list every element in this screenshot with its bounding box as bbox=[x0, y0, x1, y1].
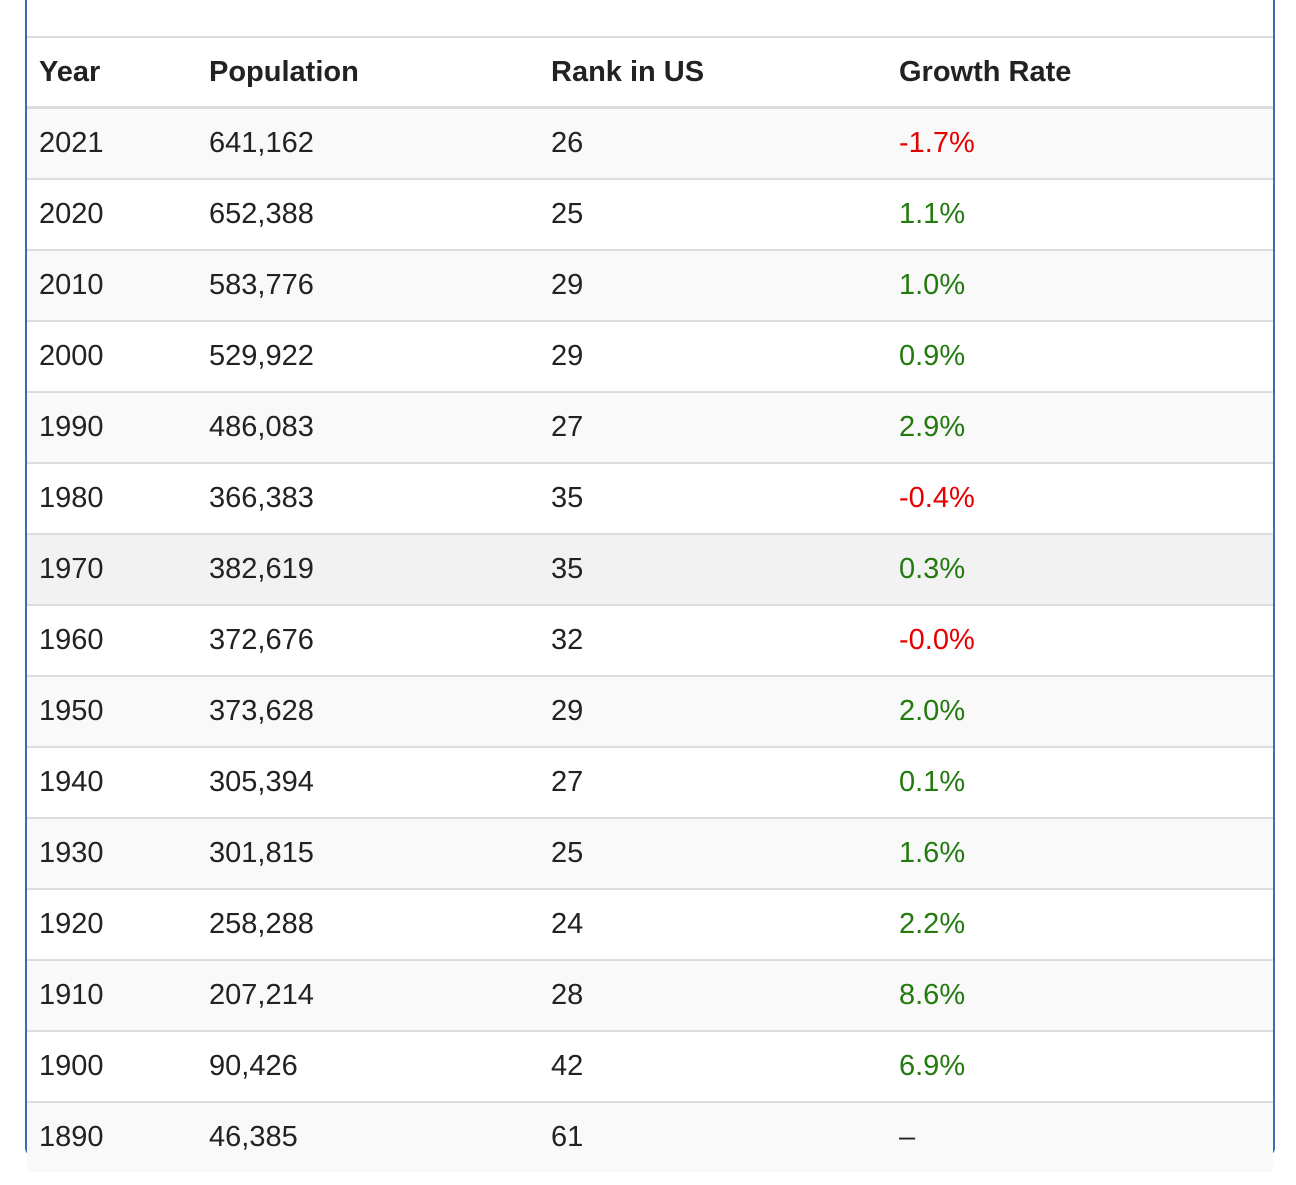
population-cell: 529,922 bbox=[197, 320, 539, 392]
year-cell: 2020 bbox=[27, 178, 197, 250]
year-cell: 1920 bbox=[27, 888, 197, 960]
growth-rate-cell: 0.1% bbox=[887, 746, 1273, 818]
population-cell: 207,214 bbox=[197, 959, 539, 1031]
year-cell: 1980 bbox=[27, 462, 197, 534]
table-row: 1990 486,083 27 2.9% bbox=[27, 391, 1273, 463]
year-cell: 1970 bbox=[27, 533, 197, 605]
year-cell: 1910 bbox=[27, 959, 197, 1031]
table-row: 1970 382,619 35 0.3% bbox=[27, 533, 1273, 605]
population-cell: 583,776 bbox=[197, 249, 539, 321]
population-cell: 46,385 bbox=[197, 1101, 539, 1172]
table-row: 1960 372,676 32 -0.0% bbox=[27, 604, 1273, 676]
table-row: 1950 373,628 29 2.0% bbox=[27, 675, 1273, 747]
table-row: 2000 529,922 29 0.9% bbox=[27, 320, 1273, 392]
growth-rate-cell: 8.6% bbox=[887, 959, 1273, 1031]
table-row: 1940 305,394 27 0.1% bbox=[27, 746, 1273, 818]
population-cell: 373,628 bbox=[197, 675, 539, 747]
table-row: 1900 90,426 42 6.9% bbox=[27, 1030, 1273, 1102]
rank-cell: 27 bbox=[539, 746, 887, 818]
table-header-row: Year Population Rank in US Growth Rate bbox=[27, 36, 1273, 109]
year-cell: 1950 bbox=[27, 675, 197, 747]
growth-rate-cell: -0.4% bbox=[887, 462, 1273, 534]
rank-cell: 28 bbox=[539, 959, 887, 1031]
growth-rate-cell: 0.3% bbox=[887, 533, 1273, 605]
population-cell: 652,388 bbox=[197, 178, 539, 250]
rank-cell: 29 bbox=[539, 249, 887, 321]
rank-cell: 26 bbox=[551, 127, 584, 159]
population-cell: 641,162 bbox=[209, 127, 314, 159]
year-cell: 1900 bbox=[27, 1030, 197, 1102]
header-growth-rate[interactable]: Growth Rate bbox=[887, 36, 1273, 109]
table-row: 2021 641,162 26 -1.7% bbox=[27, 107, 1273, 179]
population-table: Year Population Rank in US Growth Rate 2… bbox=[27, 36, 1273, 1172]
growth-rate-cell: -0.0% bbox=[887, 604, 1273, 676]
growth-rate-cell: 6.9% bbox=[887, 1030, 1273, 1102]
year-cell: 1990 bbox=[27, 391, 197, 463]
rank-cell: 25 bbox=[539, 178, 887, 250]
rank-cell: 42 bbox=[539, 1030, 887, 1102]
population-cell: 366,383 bbox=[197, 462, 539, 534]
year-cell: 1930 bbox=[27, 817, 197, 889]
rank-cell: 29 bbox=[539, 320, 887, 392]
growth-rate-cell: -1.7% bbox=[899, 127, 975, 159]
population-cell: 382,619 bbox=[197, 533, 539, 605]
population-cell: 301,815 bbox=[197, 817, 539, 889]
table-row: 1910 207,214 28 8.6% bbox=[27, 959, 1273, 1031]
header-rank[interactable]: Rank in US bbox=[539, 36, 887, 109]
growth-rate-cell: 1.6% bbox=[887, 817, 1273, 889]
population-cell: 90,426 bbox=[197, 1030, 539, 1102]
rank-cell: 61 bbox=[539, 1101, 887, 1172]
rank-cell: 35 bbox=[539, 533, 887, 605]
table-row: 2020 652,388 25 1.1% bbox=[27, 178, 1273, 250]
rank-cell: 32 bbox=[539, 604, 887, 676]
population-cell: 372,676 bbox=[197, 604, 539, 676]
population-table-container: Year Population Rank in US Growth Rate 2… bbox=[25, 0, 1275, 1172]
rank-cell: 29 bbox=[539, 675, 887, 747]
population-cell: 258,288 bbox=[197, 888, 539, 960]
table-row: 1980 366,383 35 -0.4% bbox=[27, 462, 1273, 534]
table-row: 1890 46,385 61– bbox=[27, 1101, 1273, 1172]
year-cell: 2010 bbox=[27, 249, 197, 321]
year-cell: 1890 bbox=[27, 1101, 197, 1172]
year-cell: 1960 bbox=[27, 604, 197, 676]
growth-rate-cell: – bbox=[887, 1101, 1273, 1172]
rank-cell: 25 bbox=[539, 817, 887, 889]
table-row: 1930 301,815 25 1.6% bbox=[27, 817, 1273, 889]
rank-cell: 24 bbox=[539, 888, 887, 960]
table-row: 1920 258,288 24 2.2% bbox=[27, 888, 1273, 960]
year-cell: 2000 bbox=[27, 320, 197, 392]
growth-rate-cell: 1.0% bbox=[887, 249, 1273, 321]
growth-rate-cell: 0.9% bbox=[887, 320, 1273, 392]
growth-rate-cell: 2.9% bbox=[887, 391, 1273, 463]
header-year[interactable]: Year bbox=[27, 36, 197, 109]
year-cell: 1940 bbox=[27, 746, 197, 818]
table-row: 2010 583,776 29 1.0% bbox=[27, 249, 1273, 321]
growth-rate-cell: 1.1% bbox=[887, 178, 1273, 250]
growth-rate-cell: 2.0% bbox=[887, 675, 1273, 747]
rank-cell: 27 bbox=[539, 391, 887, 463]
growth-rate-cell: 2.2% bbox=[887, 888, 1273, 960]
header-population[interactable]: Population bbox=[197, 36, 539, 109]
rank-cell: 35 bbox=[539, 462, 887, 534]
population-cell: 486,083 bbox=[197, 391, 539, 463]
year-cell: 2021 bbox=[39, 127, 104, 159]
population-cell: 305,394 bbox=[197, 746, 539, 818]
